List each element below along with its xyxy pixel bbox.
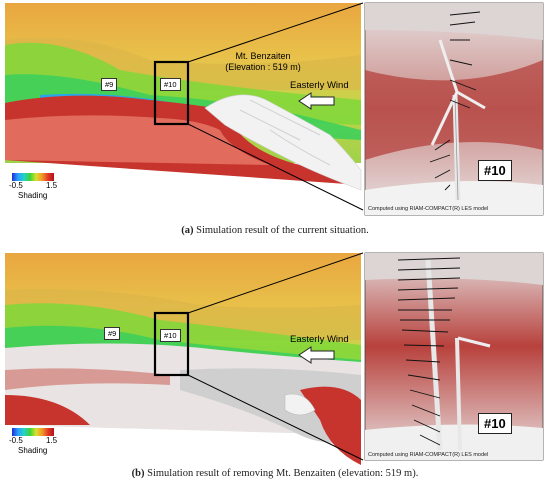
velocity-vectors — [429, 11, 481, 191]
caption-text: Simulation result of the current situati… — [193, 225, 369, 236]
legend-colorbar — [12, 428, 54, 436]
wind-label: Easterly Wind — [290, 334, 349, 345]
velocity-vectors — [397, 257, 461, 446]
caption-label: (a) — [181, 225, 194, 236]
computed-note: Computed using RIAM-COMPACT(R) LES model — [368, 206, 489, 212]
legend-title: Shading — [18, 446, 48, 455]
figure-b: #9 #10 Easterly Wind -0.5 1.5 Shading #1… — [0, 250, 550, 488]
inset-turbine-tag: #10 — [478, 413, 512, 434]
computed-note: Computed using RIAM-COMPACT(R) LES model — [368, 452, 489, 458]
peak-elevation: (Elevation : 519 m) — [225, 62, 301, 72]
caption-label: (b) — [131, 468, 145, 479]
legend-max: 1.5 — [46, 181, 58, 190]
turbine-tag-10: #10 — [160, 78, 181, 91]
turbine-tag-10: #10 — [160, 329, 181, 342]
legend-min: -0.5 — [9, 181, 23, 190]
color-legend: -0.5 1.5 Shading — [9, 428, 60, 455]
simulation-panel-a — [5, 2, 544, 216]
inset-turbine-tag: #10 — [478, 160, 512, 181]
caption-b: (b) Simulation result of removing Mt. Be… — [0, 468, 550, 479]
wind-label: Easterly Wind — [290, 80, 349, 91]
mountain — [204, 94, 362, 191]
peak-name: Mt. Benzaiten — [235, 51, 291, 61]
legend-title: Shading — [18, 191, 48, 200]
caption-text: Simulation result of removing Mt. Benzai… — [144, 468, 419, 479]
turbine-tag-9: #9 — [104, 327, 121, 340]
turbine-tag-9: #9 — [101, 78, 118, 91]
simulation-panel-b — [5, 252, 544, 465]
focus-box — [153, 311, 190, 377]
wind-arrow-icon — [298, 346, 335, 364]
figure-a: #9 #10 Mt. Benzaiten (Elevation : 519 m)… — [0, 0, 550, 240]
legend-colorbar — [12, 173, 54, 181]
peak-label: Mt. Benzaiten (Elevation : 519 m) — [208, 51, 318, 73]
color-legend: -0.5 1.5 Shading — [9, 173, 60, 200]
legend-min: -0.5 — [9, 436, 23, 445]
caption-a: (a) Simulation result of the current sit… — [0, 225, 550, 236]
legend-max: 1.5 — [46, 436, 58, 445]
wind-arrow-icon — [298, 92, 335, 110]
focus-box — [153, 60, 190, 126]
